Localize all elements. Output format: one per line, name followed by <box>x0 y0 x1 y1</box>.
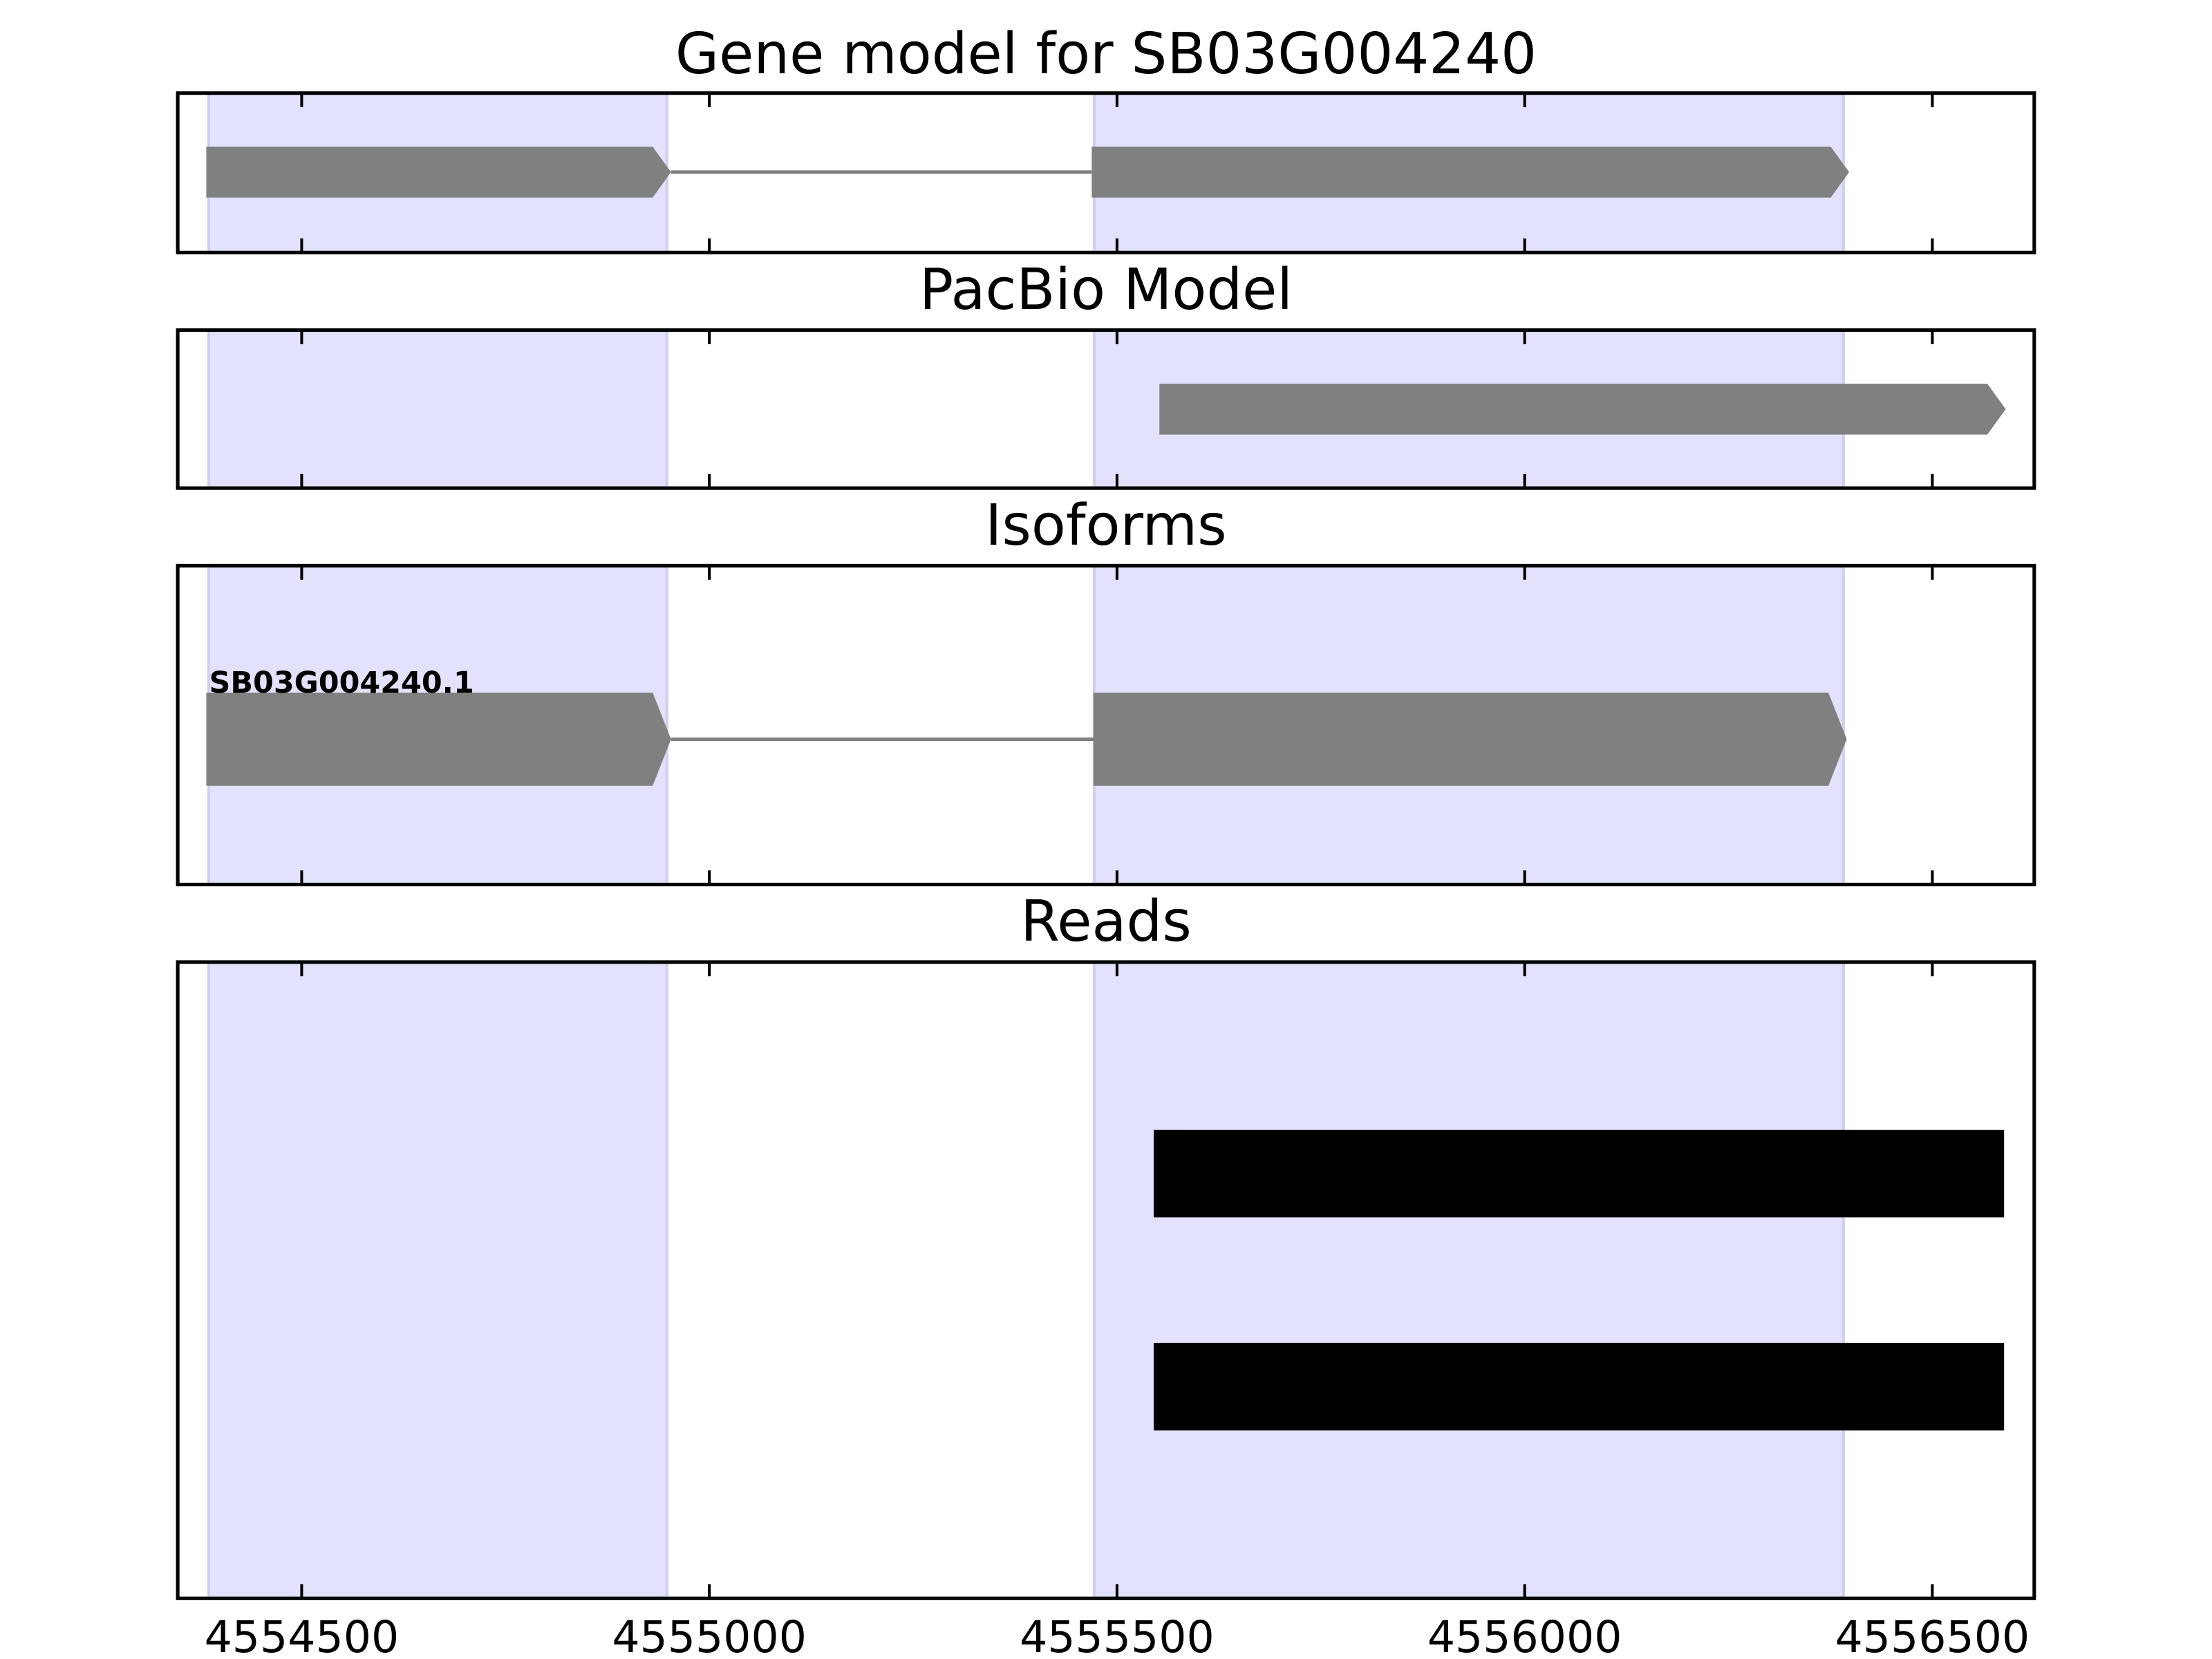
panel-frame <box>176 563 2036 887</box>
x-tick-label: 4555000 <box>612 1611 807 1659</box>
read <box>1154 1130 2005 1218</box>
exon <box>1159 384 2006 435</box>
panel-title: Gene model for SB03G004240 <box>675 21 1537 87</box>
exon-highlight <box>207 328 668 490</box>
panel-frame <box>176 960 2036 1600</box>
exon <box>1091 147 1850 198</box>
read <box>1154 1342 2005 1431</box>
x-tick-label: 4555500 <box>1020 1611 1215 1659</box>
x-tick-label: 4556500 <box>1835 1611 2030 1659</box>
exon <box>206 693 671 786</box>
exon-highlight <box>1092 960 1845 1600</box>
x-tick-label: 4554500 <box>205 1611 400 1659</box>
x-tick-label: 4556000 <box>1427 1611 1622 1659</box>
isoform-label: SB03G004240.1 <box>209 666 474 700</box>
panel-title: Isoforms <box>985 493 1226 559</box>
exon <box>206 147 671 198</box>
panel-title: PacBio Model <box>919 257 1293 323</box>
panel-title: Reads <box>1020 889 1192 955</box>
panel-frame <box>176 91 2036 254</box>
panel-frame <box>176 328 2036 490</box>
exon <box>1093 693 1847 786</box>
exon-highlight <box>207 960 668 1600</box>
